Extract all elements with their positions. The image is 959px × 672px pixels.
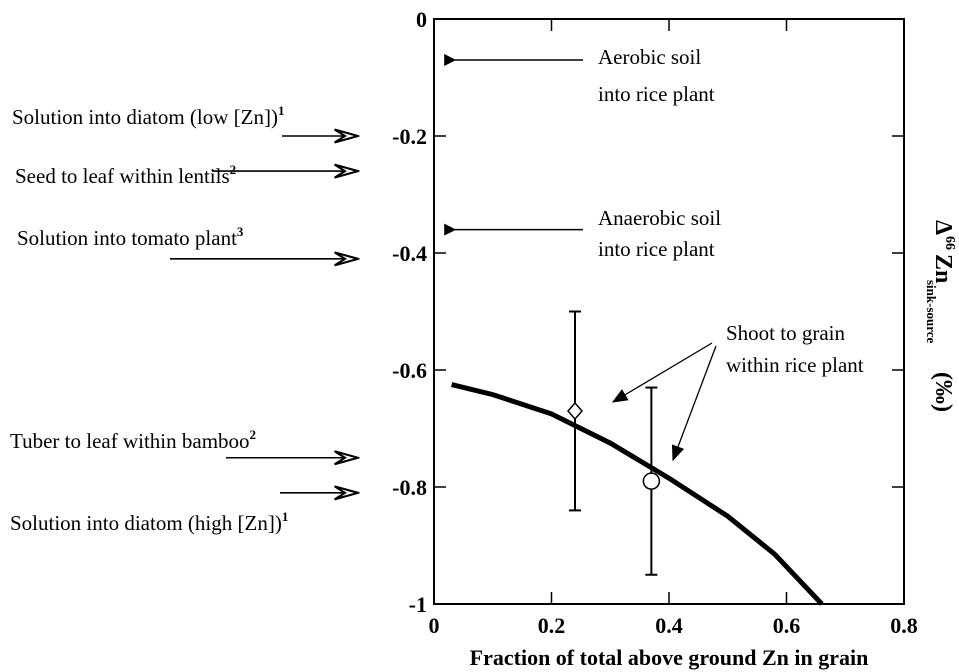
y-axis-label-mass: 66 <box>942 236 957 250</box>
y-axis-label-element: Zn <box>930 254 956 283</box>
annotation-label: Seed to leaf within lentils2 <box>15 162 236 188</box>
annotation-label: Solution into tomato plant3 <box>17 224 244 250</box>
annotation-label: Anaerobic soil <box>598 206 721 230</box>
y-tick-label: -0.4 <box>392 241 427 266</box>
annotations: Aerobic soil into rice plant Anaerobic soi… <box>10 45 864 535</box>
y-tick-label: 0 <box>416 7 427 32</box>
pointer-arrow <box>611 342 713 403</box>
x-axis-label: Fraction of total above ground Zn in gra… <box>470 645 869 670</box>
y-tick-label: -0.8 <box>392 475 427 500</box>
annotation-label: Solution into diatom (high [Zn])1 <box>10 509 288 535</box>
x-tick-label: 0.4 <box>655 613 683 638</box>
data-point-circle <box>642 472 661 490</box>
data-point-diamond <box>567 401 583 421</box>
pointer-arrow <box>671 345 717 462</box>
x-tick-label: 0 <box>429 613 440 638</box>
plot-frame <box>433 18 905 605</box>
annotation-label: Shoot to grain <box>726 321 845 345</box>
axis-ticks: 0 0.2 0.4 0.6 0.8 0 -0.2 -0.4 -0.6 -0.8 -1 <box>392 7 918 638</box>
annotation-label: within rice plant <box>726 353 864 377</box>
x-tick-label: 0.6 <box>773 613 801 638</box>
y-axis-label-subscript: sink-source <box>924 280 939 344</box>
model-curve <box>451 382 824 606</box>
annotation-label: Tuber to leaf within bamboo2 <box>10 427 256 453</box>
x-tick-label: 0.8 <box>890 613 918 638</box>
y-axis-label-unit: (‰) <box>930 372 956 412</box>
y-axis-label-delta: Δ <box>930 220 956 235</box>
y-tick-label: -1 <box>409 592 427 617</box>
y-axis-label: Δ 66 Zn sink-source (‰) <box>924 220 957 412</box>
y-tick-label: -0.2 <box>392 124 427 149</box>
annotation-label: Solution into diatom (low [Zn])1 <box>12 103 284 129</box>
y-tick-label: -0.6 <box>392 358 427 383</box>
x-tick-label: 0.2 <box>538 613 566 638</box>
annotation-label: into rice plant <box>598 82 715 106</box>
annotation-label: Aerobic soil <box>598 45 701 69</box>
annotation-label: into rice plant <box>598 237 715 261</box>
chart-marks <box>451 310 824 606</box>
